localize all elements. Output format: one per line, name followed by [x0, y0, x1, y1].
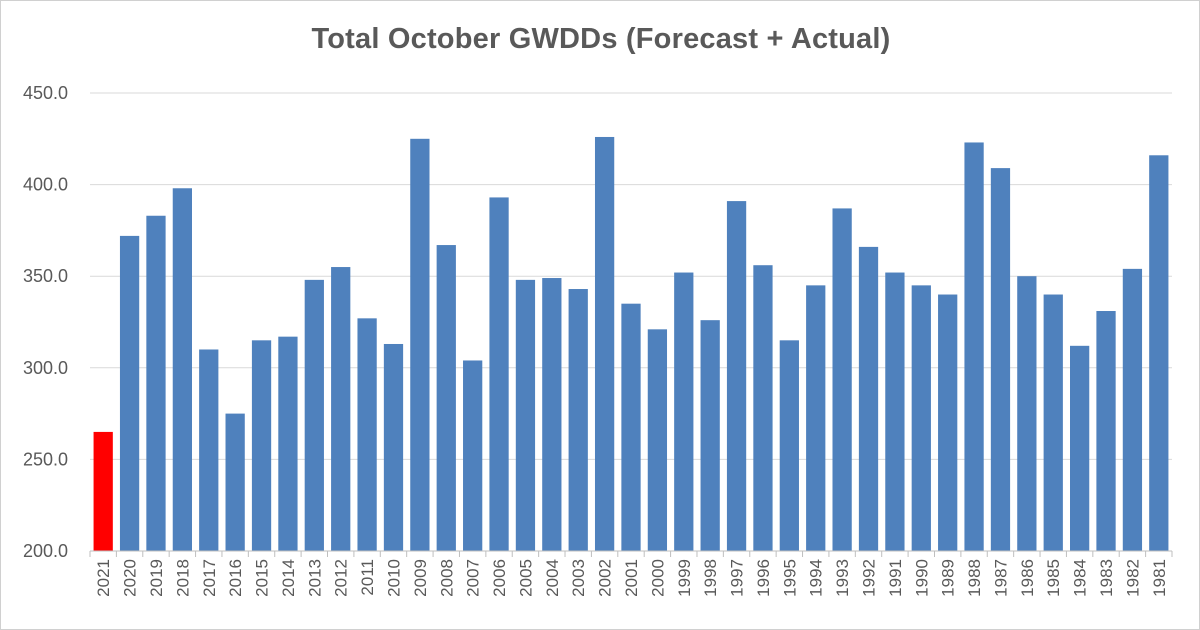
bar-2007: [463, 360, 483, 551]
bar-1997: [726, 201, 747, 551]
y-tick-label: 300.0: [23, 358, 68, 378]
bar-2011: [357, 318, 377, 551]
bar-1998: [700, 320, 720, 551]
x-tick-label: 2004: [543, 559, 562, 597]
x-tick-label: 2002: [596, 559, 615, 597]
x-tick-label: 2017: [200, 559, 219, 597]
bar-1999: [674, 272, 694, 551]
x-tick-label: 2014: [279, 559, 298, 597]
bar-2019: [146, 215, 166, 551]
x-tick-label: 1985: [1044, 559, 1063, 597]
y-tick-label: 350.0: [23, 266, 68, 286]
bar-1987: [990, 168, 1011, 551]
x-tick-label: 2001: [622, 559, 641, 597]
bar-2018: [172, 188, 192, 551]
x-tick-label: 2008: [437, 559, 456, 597]
x-tick-label: 2012: [332, 559, 351, 597]
x-tick-label: 1981: [1150, 559, 1169, 597]
x-tick-label: 1991: [886, 559, 905, 597]
x-tick-label: 2019: [147, 559, 166, 597]
bar-2005: [515, 279, 536, 551]
x-tick-label: 2000: [648, 559, 667, 597]
x-tick-label: 1990: [912, 559, 931, 597]
x-tick-label: 2020: [121, 559, 140, 597]
x-tick-label: 2011: [358, 559, 377, 596]
bar-1985: [1043, 294, 1063, 551]
bar-2014: [278, 336, 298, 551]
bar-2015: [251, 340, 272, 551]
bar-1995: [779, 340, 799, 551]
x-tick-label: 1986: [1018, 559, 1037, 597]
bar-1996: [753, 265, 773, 551]
x-tick-label: 2006: [490, 559, 509, 597]
bar-2004: [542, 278, 562, 551]
axes: [89, 550, 1173, 557]
bar-2002: [594, 136, 615, 551]
x-tick-label: 1989: [939, 559, 958, 597]
x-tick-label: 1983: [1097, 559, 1116, 597]
x-tick-label: 1993: [833, 559, 852, 597]
bar-1994: [806, 285, 826, 551]
bar-2021: [93, 431, 113, 551]
bar-1982: [1122, 268, 1143, 551]
bar-2003: [568, 289, 588, 551]
x-tick-label: 1988: [965, 559, 984, 597]
x-tick-label: 1997: [728, 559, 747, 597]
bar-1991: [885, 272, 905, 551]
x-tick-label: 1994: [807, 559, 826, 597]
bar-1981: [1149, 155, 1169, 551]
axis-labels: 200.0 250.0 300.0 350.0 400.0 450.0 2021 2020 20…: [23, 83, 1169, 597]
x-tick-label: 1984: [1071, 559, 1090, 597]
x-tick-label: 1999: [675, 559, 694, 597]
x-tick-label: 2005: [516, 559, 535, 597]
x-tick-label: 1982: [1123, 559, 1142, 597]
bar-1986: [1017, 276, 1037, 551]
x-tick-label: 2003: [569, 559, 588, 597]
bar-2001: [621, 303, 641, 551]
bar-2009: [410, 138, 430, 552]
y-tick-label: 200.0: [23, 541, 68, 561]
x-tick-label: 2013: [305, 559, 324, 597]
bar-2012: [331, 267, 351, 551]
bar-2020: [119, 235, 140, 551]
x-tick-label: 2021: [94, 559, 113, 597]
x-tick-label: 2009: [411, 559, 430, 597]
x-tick-label: 1998: [701, 559, 720, 597]
bar-1993: [832, 208, 852, 551]
x-tick-label: 1992: [860, 559, 879, 597]
bar-2006: [489, 197, 509, 551]
bar-2013: [304, 279, 324, 551]
x-tick-label: 1995: [780, 559, 799, 597]
bar-1983: [1096, 311, 1116, 551]
chart-title: Total October GWDDs (Forecast + Actual): [311, 23, 891, 55]
bar-1984: [1070, 345, 1090, 551]
bar-1988: [964, 142, 984, 552]
bar-1989: [938, 294, 958, 551]
bar-2000: [647, 329, 668, 551]
x-tick-label: 2018: [173, 559, 192, 597]
x-tick-label: 1987: [991, 559, 1010, 597]
x-tick-label: 2010: [384, 559, 403, 597]
y-tick-label: 450.0: [23, 83, 68, 103]
x-tick-label: 2015: [253, 559, 272, 597]
y-tick-label: 400.0: [23, 175, 68, 195]
bar-1990: [911, 285, 931, 551]
y-tick-label: 250.0: [23, 449, 68, 469]
bar-2008: [436, 245, 456, 551]
bar-2016: [225, 413, 245, 551]
bar-1992: [858, 246, 879, 551]
x-tick-label: 2016: [226, 559, 245, 597]
x-tick-label: 1996: [754, 559, 773, 597]
bars: [93, 136, 1169, 552]
bar-2017: [199, 349, 219, 551]
bar-2010: [383, 343, 404, 551]
x-tick-label: 2007: [464, 559, 483, 597]
